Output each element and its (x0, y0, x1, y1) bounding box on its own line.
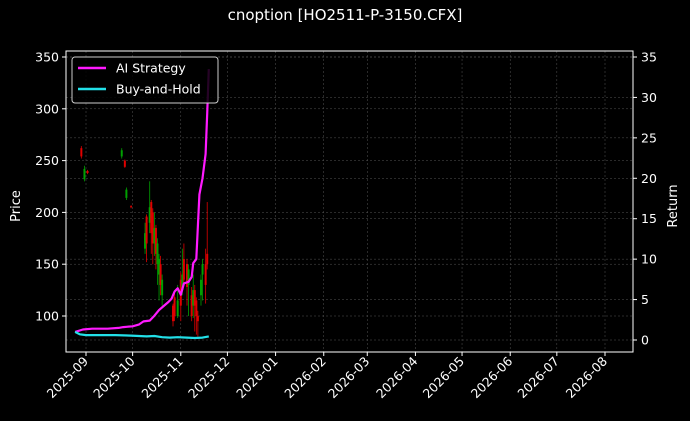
legend: AI Strategy Buy-and-Hold (71, 56, 219, 104)
y-right-tick-label: 10 (641, 252, 657, 267)
candle-body (196, 316, 199, 322)
candle-body (190, 295, 193, 316)
x-tick-label: 2026-02 (281, 354, 329, 402)
x-tick-label: 2026-05 (420, 354, 468, 402)
candle-body (181, 274, 184, 291)
y-right-tick-label: 0 (641, 333, 649, 348)
y-axis-left-label: Price (9, 190, 24, 222)
candle-body (192, 290, 195, 306)
y-left-tick-label: 350 (35, 50, 59, 65)
ai-strategy-line (74, 69, 210, 333)
candle-body (125, 189, 128, 198)
y-right-tick-label: 15 (641, 211, 657, 226)
y-right-tick-label: 30 (641, 90, 657, 105)
y-right-tick-label: 35 (641, 50, 657, 65)
candle-body (158, 259, 161, 275)
candle-body (145, 216, 148, 244)
candlesticks (80, 146, 209, 337)
x-tick-label: 2026-04 (373, 353, 421, 401)
candle-body (130, 206, 133, 208)
candle-body (153, 227, 156, 244)
candle-body (187, 269, 190, 285)
candle-body (123, 160, 126, 167)
y-right-tick-label: 20 (641, 171, 657, 186)
grid-lines (66, 51, 633, 352)
candle-body (199, 279, 202, 296)
candle-body (204, 264, 207, 285)
x-tick-label: 2025-12 (185, 354, 233, 402)
y-left-tick-label: 300 (35, 101, 59, 116)
candle-body (206, 253, 209, 265)
x-tick-label: 2025-11 (138, 354, 186, 402)
legend-box (71, 56, 219, 104)
candle-body (80, 148, 83, 157)
legend-ai-strategy-label: AI Strategy (116, 61, 186, 76)
y-axis-right: 0 5 10 15 20 25 30 35 (633, 50, 657, 348)
return-lines (74, 69, 210, 340)
chart-title: cnoption [HO2511-P-3150.CFX] (227, 6, 463, 24)
candle-body (173, 297, 176, 316)
y-left-tick-label: 200 (35, 205, 59, 220)
y-left-tick-label: 100 (35, 309, 59, 324)
x-tick-label: 2025-10 (90, 353, 138, 401)
candle-body (172, 305, 175, 322)
plot-frame (65, 50, 634, 353)
y-left-tick-label: 250 (35, 153, 59, 168)
y-axis-right-label: Return (666, 184, 681, 227)
candle-body (176, 300, 179, 316)
candle-body (195, 300, 198, 316)
x-tick-label: 2026-07 (514, 354, 562, 402)
candle-body (201, 264, 204, 275)
candle-body (83, 168, 86, 180)
buy-and-hold-line (74, 330, 210, 340)
candle-body (120, 150, 123, 157)
candle-body (182, 259, 185, 280)
candle-body (161, 279, 164, 296)
candle-body (148, 207, 151, 223)
candle-body (154, 227, 157, 254)
y-left-tick-label: 150 (35, 257, 59, 272)
candle-body (151, 212, 154, 244)
y-axis-left: 100 150 200 250 300 350 (35, 50, 66, 324)
candle-body (193, 290, 196, 306)
x-tick-label: 2026-03 (325, 354, 373, 402)
candle-body (150, 202, 153, 234)
y-right-tick-label: 25 (641, 130, 657, 145)
x-tick-label: 2026-01 (233, 354, 281, 402)
legend-buy-and-hold-label: Buy-and-Hold (116, 82, 201, 97)
x-tick-label: 2026-08 (563, 353, 611, 401)
candle-body (186, 264, 189, 287)
y-right-tick-label: 5 (641, 292, 649, 307)
x-tick-label: 2026-06 (468, 353, 516, 401)
candle-body (156, 243, 159, 265)
x-tick-label: 2025-09 (44, 353, 92, 401)
candle-body (159, 264, 162, 285)
candle-body (144, 233, 147, 249)
candle-body (86, 170, 89, 174)
x-axis: 2025-09 2025-10 2025-11 2025-12 2026-01 2026-… (44, 352, 611, 402)
